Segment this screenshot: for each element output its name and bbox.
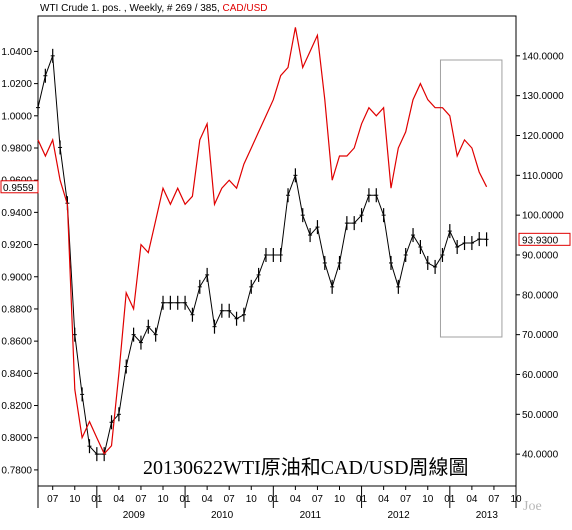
x-month-label: 10: [422, 494, 434, 505]
right-axis: 140.0000 130.0000 120.0000 110.0000 100.0000…: [516, 51, 564, 461]
left-tick-label: 0.7800: [1, 465, 32, 476]
x-month-label: 07: [312, 494, 324, 505]
right-tick-label: 70.0000: [522, 330, 559, 341]
left-tick-label: 1.0200: [1, 79, 32, 90]
left-tick-label: 0.8800: [1, 304, 32, 315]
x-month-label: 04: [378, 494, 390, 505]
x-month-label: 10: [334, 494, 346, 505]
right-tick-label: 120.0000: [522, 131, 564, 142]
wti-last-value-label: 93.9300: [522, 235, 559, 246]
cad-series: [37, 27, 488, 455]
right-tick-label: 140.0000: [522, 51, 564, 62]
chart-watermark: 20130622WTI原油和CAD/USD周線圖: [143, 456, 469, 479]
x-month-label: 07: [488, 494, 500, 505]
wti-series: [36, 48, 489, 462]
left-tick-label: 0.8000: [1, 433, 32, 444]
wti-line: [37, 55, 487, 455]
plot-frame: [37, 15, 517, 487]
right-tick-label: 50.0000: [522, 410, 559, 421]
left-tick-label: 0.9000: [1, 272, 32, 283]
x-month-label: 07: [47, 494, 59, 505]
left-tick-label: 1.0000: [1, 111, 32, 122]
x-month-label: 04: [113, 494, 125, 505]
left-tick-label: 0.8600: [1, 337, 32, 348]
x-year-label: 2010: [211, 510, 234, 521]
left-tick-label: 0.9200: [1, 240, 32, 251]
x-year-label: 2012: [387, 510, 410, 521]
x-month-label: 10: [246, 494, 258, 505]
cad-usd-line: [37, 27, 488, 455]
right-tick-label: 40.0000: [522, 450, 559, 461]
x-month-label: 10: [69, 494, 81, 505]
x-axis: 07 10 01 04 07 10 01 04 07 10 01 04 07 10 01 04 07 10 01 04…: [47, 486, 522, 521]
x-month-label: 07: [224, 494, 236, 505]
cad-last-value-badge: 0.9559: [0, 180, 39, 194]
left-tick-label: 0.8200: [1, 401, 32, 412]
x-month-label: 10: [157, 494, 169, 505]
x-month-label: 04: [290, 494, 302, 505]
x-year-label: 2013: [476, 510, 499, 521]
x-year-label: 2009: [123, 510, 146, 521]
x-month-label: 07: [400, 494, 412, 505]
left-tick-label: 0.9400: [1, 208, 32, 219]
left-tick-label: 1.0400: [1, 47, 32, 58]
cad-last-value-label: 0.9559: [3, 183, 34, 194]
right-tick-label: 100.0000: [522, 211, 564, 222]
x-month-label: 07: [135, 494, 147, 505]
right-tick-label: 90.0000: [522, 250, 559, 261]
right-tick-label: 110.0000: [522, 171, 563, 182]
chart-header-text: WTI Crude 1. pos. , Weekly, # 269 / 385,…: [40, 3, 268, 14]
signature: Joe: [523, 499, 542, 514]
left-tick-label: 0.8400: [1, 369, 32, 380]
right-tick-label: 130.0000: [522, 91, 564, 102]
wti-last-value-badge: 93.9300: [518, 232, 571, 246]
x-month-label: 04: [202, 494, 214, 505]
right-tick-label: 80.0000: [522, 290, 559, 301]
x-year-label: 2011: [300, 510, 322, 521]
x-month-label: 10: [510, 494, 522, 505]
x-month-label: 04: [466, 494, 478, 505]
left-tick-label: 0.9800: [1, 143, 32, 154]
right-tick-label: 60.0000: [522, 370, 559, 381]
highlight-box: [439, 59, 503, 338]
